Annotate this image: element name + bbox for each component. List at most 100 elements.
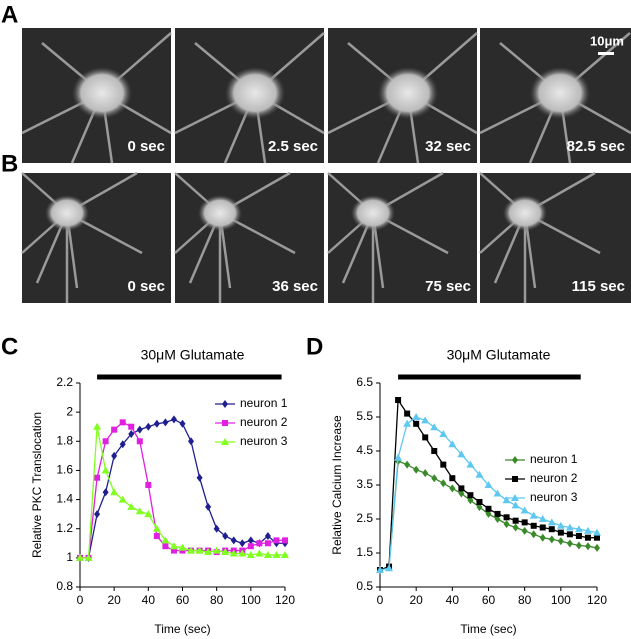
- data-point: [110, 488, 119, 496]
- data-point: [511, 501, 520, 509]
- data-point: [476, 499, 483, 505]
- data-point: [128, 423, 135, 430]
- y-tick-label: 0.8: [56, 579, 73, 593]
- data-point: [196, 473, 203, 482]
- data-point: [255, 549, 264, 557]
- y-axis-label: Relative Calcium Increase: [330, 415, 344, 555]
- data-point: [256, 540, 263, 547]
- data-point: [238, 549, 247, 557]
- y-tick-label: 0.5: [356, 579, 373, 593]
- data-point: [188, 437, 195, 446]
- data-point: [485, 505, 492, 512]
- data-point: [162, 543, 169, 550]
- x-tick-label: 20: [107, 593, 121, 607]
- data-point: [153, 533, 160, 539]
- panel-label: A: [1, 1, 18, 28]
- data-point: [583, 526, 592, 534]
- data-point: [212, 546, 221, 554]
- x-tick-label: 120: [275, 593, 295, 607]
- data-point: [178, 543, 187, 551]
- data-point: [413, 420, 420, 427]
- data-point: [512, 523, 519, 532]
- x-tick-label: 120: [587, 593, 607, 607]
- soma: [198, 195, 242, 231]
- data-point: [264, 532, 271, 540]
- data-point: [422, 434, 429, 441]
- data-point: [556, 521, 565, 529]
- data-point: [466, 460, 475, 468]
- data-point: [565, 523, 574, 531]
- data-point: [273, 537, 280, 544]
- data-point: [594, 543, 600, 552]
- legend-marker: [222, 420, 228, 426]
- x-tick-label: 40: [446, 593, 460, 607]
- data-point: [575, 533, 582, 539]
- legend-marker: [512, 476, 518, 482]
- data-point: [539, 533, 546, 542]
- data-point: [557, 537, 564, 546]
- data-point: [93, 422, 102, 430]
- scale-bar-label: 10μm: [590, 33, 624, 48]
- data-point: [385, 564, 394, 572]
- data-point: [101, 466, 110, 474]
- data-point: [119, 440, 126, 449]
- data-point: [145, 422, 152, 431]
- soma: [72, 67, 132, 119]
- data-point: [538, 515, 547, 522]
- data-point: [195, 546, 204, 554]
- y-tick-label: 1.4: [56, 492, 73, 506]
- legend-marker: [221, 438, 229, 445]
- data-point: [394, 453, 403, 461]
- y-tick-label: 1.8: [56, 433, 73, 447]
- frame-time: 75 sec: [425, 278, 471, 295]
- frame-time: 115 sec: [572, 278, 625, 295]
- data-point: [263, 550, 272, 558]
- data-point: [484, 481, 493, 488]
- x-tick-label: 80: [210, 593, 224, 607]
- data-point: [566, 531, 573, 538]
- data-point: [281, 550, 289, 558]
- data-point: [135, 507, 144, 515]
- soma: [225, 67, 285, 119]
- data-point: [94, 510, 101, 519]
- x-tick-label: 0: [77, 593, 84, 607]
- data-point: [229, 549, 238, 557]
- data-point: [594, 534, 600, 541]
- data-point: [547, 518, 556, 526]
- data-point: [485, 509, 492, 518]
- frame-time: 36 sec: [272, 278, 318, 295]
- legend-label: neuron 1: [240, 396, 288, 410]
- data-point: [404, 460, 411, 469]
- data-point: [584, 534, 591, 541]
- data-point: [170, 415, 177, 424]
- data-point: [458, 485, 465, 492]
- y-tick-label: 5.5: [356, 409, 373, 423]
- data-point: [521, 519, 528, 526]
- data-point: [467, 492, 474, 499]
- data-point: [118, 495, 127, 503]
- data-point: [529, 511, 538, 519]
- panel-label: B: [1, 150, 18, 177]
- data-point: [539, 524, 546, 531]
- data-point: [502, 496, 511, 504]
- data-point: [127, 502, 136, 510]
- legend-label: neuron 2: [240, 415, 288, 429]
- data-point: [503, 514, 510, 521]
- data-point: [449, 475, 456, 482]
- x-tick-label: 40: [142, 593, 156, 607]
- data-point: [169, 542, 178, 550]
- data-point: [187, 546, 196, 554]
- data-point: [475, 470, 484, 478]
- data-point: [494, 510, 501, 517]
- data-point: [448, 440, 457, 448]
- frame-time: 32 sec: [425, 138, 471, 155]
- data-point: [282, 537, 288, 544]
- data-point: [152, 524, 161, 532]
- frame-time: 82.5 sec: [567, 138, 625, 155]
- data-point: [431, 474, 438, 483]
- data-point: [530, 522, 537, 529]
- data-point: [413, 465, 420, 474]
- data-point: [136, 425, 143, 434]
